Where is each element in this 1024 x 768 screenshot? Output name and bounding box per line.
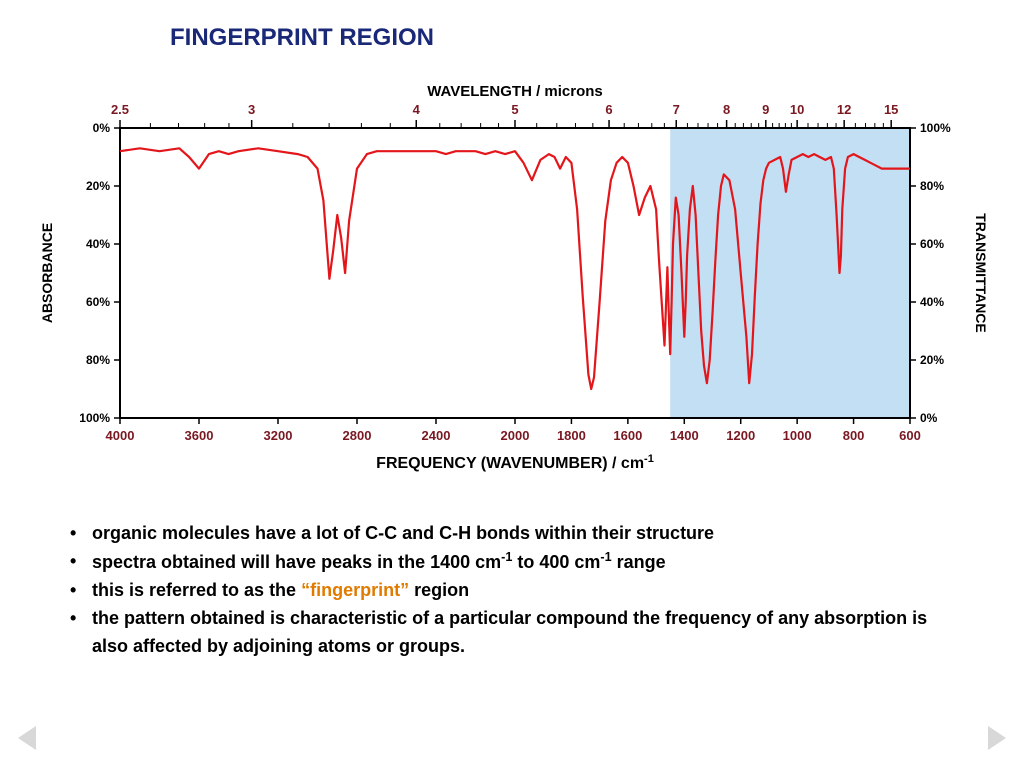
svg-text:2000: 2000 xyxy=(501,428,530,443)
svg-text:10: 10 xyxy=(790,102,804,117)
slide-title: FINGERPRINT REGION xyxy=(170,24,434,52)
svg-text:6: 6 xyxy=(605,102,612,117)
svg-text:600: 600 xyxy=(899,428,921,443)
svg-text:9: 9 xyxy=(762,102,769,117)
svg-text:7: 7 xyxy=(673,102,680,117)
svg-text:2.5: 2.5 xyxy=(111,102,129,117)
bullet-list: • organic molecules have a lot of C-C an… xyxy=(70,520,950,660)
bullet-4: • the pattern obtained is characteristic… xyxy=(70,605,950,661)
svg-text:1800: 1800 xyxy=(557,428,586,443)
bullet-1-text: organic molecules have a lot of C-C and … xyxy=(92,520,950,548)
svg-text:WAVELENGTH / microns: WAVELENGTH / microns xyxy=(427,83,603,100)
svg-text:5: 5 xyxy=(511,102,518,117)
svg-text:1600: 1600 xyxy=(613,428,642,443)
next-slide-button[interactable] xyxy=(988,726,1006,750)
svg-text:80%: 80% xyxy=(920,179,944,193)
bullet-1: • organic molecules have a lot of C-C an… xyxy=(70,520,950,548)
svg-text:12: 12 xyxy=(837,102,851,117)
svg-text:80%: 80% xyxy=(86,353,110,367)
svg-text:4000: 4000 xyxy=(106,428,135,443)
svg-text:40%: 40% xyxy=(86,237,110,251)
svg-text:15: 15 xyxy=(884,102,898,117)
svg-text:20%: 20% xyxy=(920,353,944,367)
svg-text:ABSORBANCE: ABSORBANCE xyxy=(39,223,55,323)
svg-text:100%: 100% xyxy=(920,121,951,135)
svg-text:3600: 3600 xyxy=(185,428,214,443)
svg-text:0%: 0% xyxy=(920,411,938,425)
svg-text:800: 800 xyxy=(843,428,865,443)
svg-text:100%: 100% xyxy=(79,411,110,425)
svg-text:60%: 60% xyxy=(920,237,944,251)
svg-text:FREQUENCY (WAVENUMBER) / cm-1: FREQUENCY (WAVENUMBER) / cm-1 xyxy=(376,453,654,472)
svg-text:3: 3 xyxy=(248,102,255,117)
bullet-4-text: the pattern obtained is characteristic o… xyxy=(92,605,950,661)
bullet-3: • this is referred to as the “fingerprin… xyxy=(70,577,950,605)
svg-text:60%: 60% xyxy=(86,295,110,309)
svg-text:8: 8 xyxy=(723,102,730,117)
bullet-3-text: this is referred to as the “fingerprint”… xyxy=(92,577,950,605)
svg-text:1400: 1400 xyxy=(670,428,699,443)
svg-text:1200: 1200 xyxy=(726,428,755,443)
bullet-2: • spectra obtained will have peaks in th… xyxy=(70,548,950,577)
ir-spectrum-chart: 0% 20% 40% 60% 80% 100% 100% 80% 60% 40% 20% 0% 4000… xyxy=(30,78,994,488)
chart-svg: 0% 20% 40% 60% 80% 100% 100% 80% 60% 40% 20% 0% 4000… xyxy=(30,78,994,488)
svg-text:40%: 40% xyxy=(920,295,944,309)
svg-text:1000: 1000 xyxy=(783,428,812,443)
prev-slide-button[interactable] xyxy=(18,726,36,750)
svg-text:TRANSMITTANCE: TRANSMITTANCE xyxy=(973,213,989,333)
svg-text:0%: 0% xyxy=(93,121,111,135)
svg-text:4: 4 xyxy=(413,102,421,117)
svg-text:3200: 3200 xyxy=(264,428,293,443)
svg-text:2800: 2800 xyxy=(343,428,372,443)
svg-text:2400: 2400 xyxy=(422,428,451,443)
svg-text:20%: 20% xyxy=(86,179,110,193)
bullet-2-text: spectra obtained will have peaks in the … xyxy=(92,548,950,577)
